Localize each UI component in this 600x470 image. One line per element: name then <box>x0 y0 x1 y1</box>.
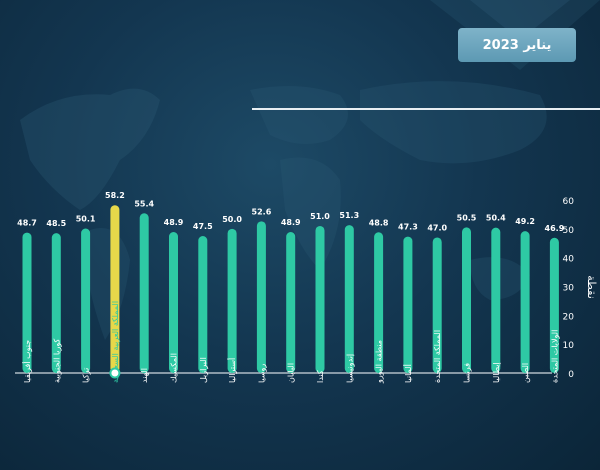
y-tick-label: 0 <box>568 370 574 380</box>
category-label: المملكة العربية السعودية <box>111 301 120 383</box>
category-label: الهند <box>140 368 149 383</box>
data-label: 52.6 <box>252 207 272 216</box>
data-label: 50.0 <box>222 215 242 224</box>
bar <box>286 232 296 373</box>
y-tick-label: 50 <box>563 226 575 236</box>
category-label: فرنسا <box>463 363 472 383</box>
bar <box>520 231 530 373</box>
category-label: البرازيل <box>199 357 208 383</box>
bar <box>491 227 501 373</box>
category-label: تركيا <box>82 368 91 383</box>
data-label: 46.9 <box>545 224 565 233</box>
category-label: المملكة المتحدة <box>433 330 442 383</box>
bar <box>22 232 32 373</box>
bar <box>139 213 149 373</box>
bar <box>462 227 471 373</box>
data-label: 58.2 <box>105 191 125 200</box>
bar <box>432 237 442 373</box>
data-label: 55.4 <box>134 199 154 208</box>
category-label: إندونيسيا <box>345 354 355 383</box>
bar <box>315 225 325 373</box>
category-label: ألمانيا <box>403 364 413 383</box>
data-label: 48.5 <box>46 219 66 228</box>
data-label: 48.8 <box>369 218 389 227</box>
category-label: كوريا الجنوبية <box>52 338 61 383</box>
category-label: منطقة اليورو <box>375 340 384 384</box>
data-label: 51.3 <box>339 211 359 220</box>
data-label: 47.5 <box>193 222 213 231</box>
data-label: 48.7 <box>17 219 37 228</box>
category-label: جنوب أفريقيا <box>22 340 32 383</box>
bar <box>374 232 384 373</box>
category-label: الولايات المتحدة <box>550 330 559 383</box>
data-label: 48.9 <box>164 218 184 227</box>
data-label: 50.1 <box>76 215 96 224</box>
bar <box>81 228 91 373</box>
y-tick-label: 20 <box>563 312 575 322</box>
data-label: 49.2 <box>515 217 535 226</box>
category-label: الصين <box>521 363 530 383</box>
y-tick-label: 10 <box>563 341 575 351</box>
bar <box>403 236 413 373</box>
category-label: كندا <box>316 370 325 383</box>
data-label: 50.4 <box>486 214 506 223</box>
y-tick-label: 30 <box>563 284 575 294</box>
data-label: 47.0 <box>427 223 447 232</box>
bar <box>256 221 266 373</box>
data-label: 47.3 <box>398 223 418 232</box>
bar <box>227 228 237 373</box>
bar <box>198 236 208 373</box>
bar <box>169 232 178 373</box>
y-tick-label: 60 <box>563 197 575 207</box>
divider-line <box>252 108 600 110</box>
bar <box>110 205 120 373</box>
date-badge: يناير 2023 <box>458 28 576 62</box>
data-label: 51.0 <box>310 212 330 221</box>
date-label: يناير 2023 <box>482 37 552 53</box>
y-axis-label: نقطة <box>585 275 598 299</box>
category-label: اليابان <box>287 363 296 383</box>
data-label: 50.5 <box>457 213 477 222</box>
category-label: أستراليا <box>227 358 237 383</box>
bar <box>344 225 354 373</box>
category-label: المكسيك <box>170 353 179 383</box>
bar <box>549 237 559 373</box>
y-tick-label: 40 <box>563 255 575 265</box>
category-label: إيطاليا <box>492 362 502 383</box>
bar <box>51 233 61 373</box>
highlight-marker <box>109 367 121 379</box>
category-label: روسيا <box>257 364 266 383</box>
data-label: 48.9 <box>281 218 301 227</box>
